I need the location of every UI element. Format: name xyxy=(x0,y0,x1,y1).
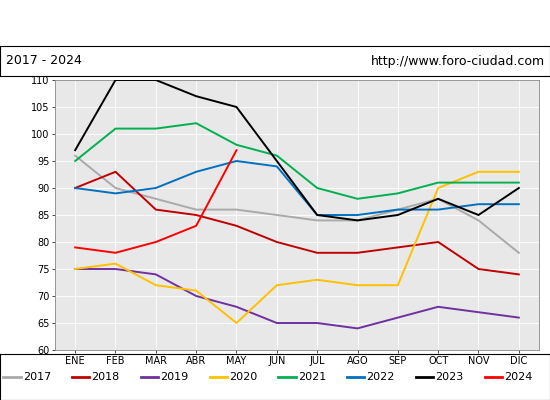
Text: 2020: 2020 xyxy=(229,372,257,382)
Text: 2017: 2017 xyxy=(23,372,51,382)
Text: http://www.foro-ciudad.com: http://www.foro-ciudad.com xyxy=(370,54,544,68)
Text: 2021: 2021 xyxy=(298,372,326,382)
Text: 2022: 2022 xyxy=(366,372,395,382)
Text: 2019: 2019 xyxy=(160,372,189,382)
Text: 2017 - 2024: 2017 - 2024 xyxy=(6,54,81,68)
Text: 2024: 2024 xyxy=(504,372,532,382)
Text: 2018: 2018 xyxy=(91,372,120,382)
Text: 2023: 2023 xyxy=(435,372,464,382)
Text: Evolucion del paro registrado en Alborache: Evolucion del paro registrado en Alborac… xyxy=(109,16,441,30)
